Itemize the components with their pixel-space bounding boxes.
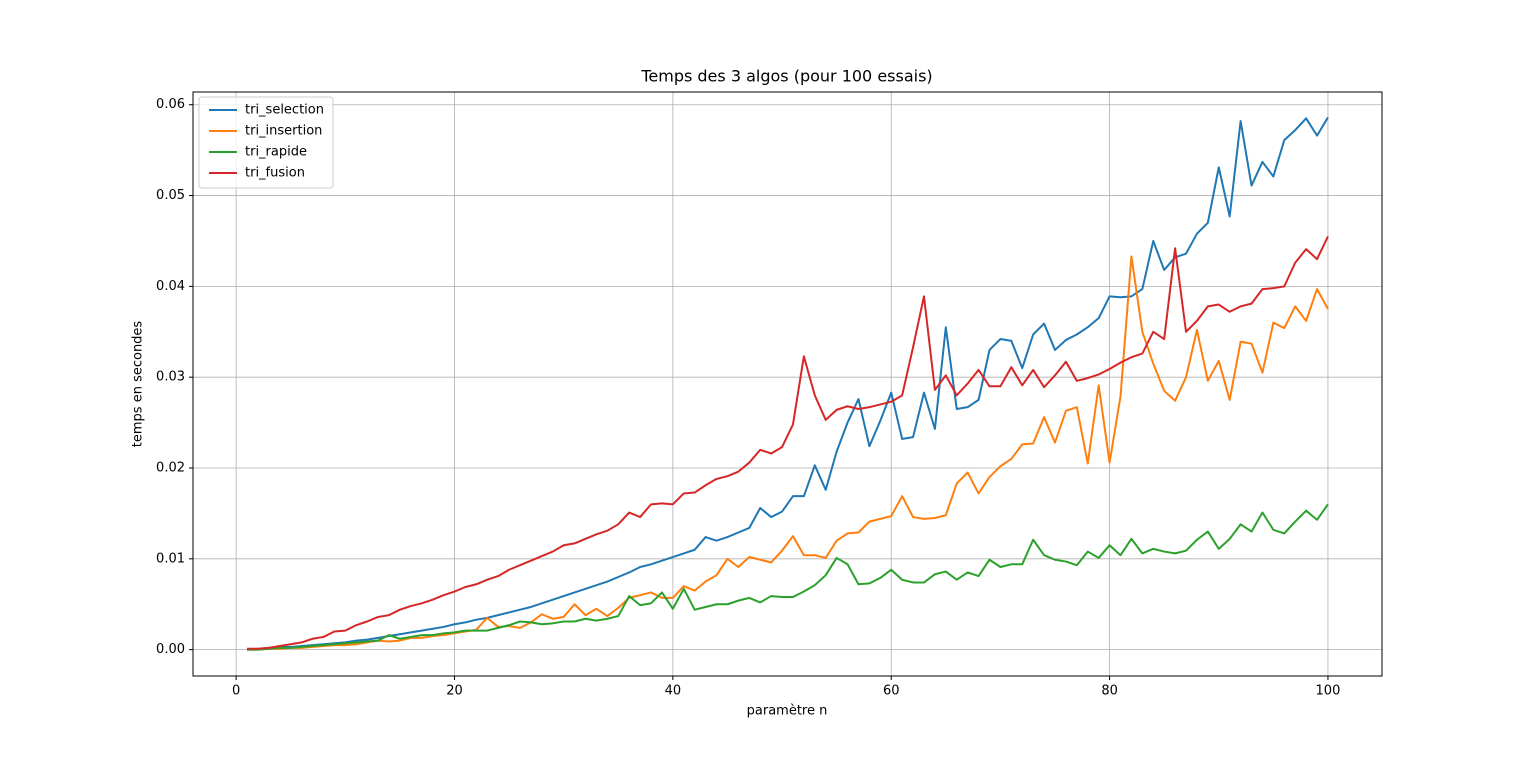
y-tick-label: 0.03 bbox=[156, 370, 185, 385]
line bbox=[247, 503, 1329, 651]
plot-frame bbox=[192, 91, 1383, 677]
y-tick-label: 0.06 bbox=[156, 97, 185, 112]
line bbox=[247, 235, 1329, 650]
line bbox=[247, 255, 1329, 651]
x-tick-label: 40 bbox=[665, 684, 682, 699]
legend-label: tri_rapide bbox=[245, 145, 307, 160]
x-tick-label: 80 bbox=[1101, 684, 1118, 699]
x-tick-label: 0 bbox=[232, 684, 240, 699]
y-tick-label: 0.01 bbox=[156, 551, 185, 566]
x-tick-label: 60 bbox=[883, 684, 900, 699]
y-tick-label: 0.02 bbox=[156, 461, 185, 476]
x-axis-label: paramètre n bbox=[747, 704, 828, 719]
line bbox=[246, 116, 1329, 651]
y-tick-label: 0.00 bbox=[156, 642, 185, 657]
y-axis-label: temps en secondes bbox=[131, 321, 146, 448]
chart-title: Temps des 3 algos (pour 100 essais) bbox=[640, 67, 932, 86]
x-tick-label: 20 bbox=[446, 684, 463, 699]
y-tick-label: 0.05 bbox=[156, 188, 185, 203]
legend-box bbox=[198, 96, 334, 189]
legend-label: tri_insertion bbox=[245, 124, 322, 139]
legend-label: tri_selection bbox=[245, 103, 324, 118]
legend-label: tri_fusion bbox=[245, 166, 305, 181]
legend: tri_selection tri_insertion tri_rapide tri_… bbox=[198, 96, 334, 189]
x-tick-label: 100 bbox=[1316, 684, 1341, 699]
y-tick-label: 0.04 bbox=[156, 279, 185, 294]
